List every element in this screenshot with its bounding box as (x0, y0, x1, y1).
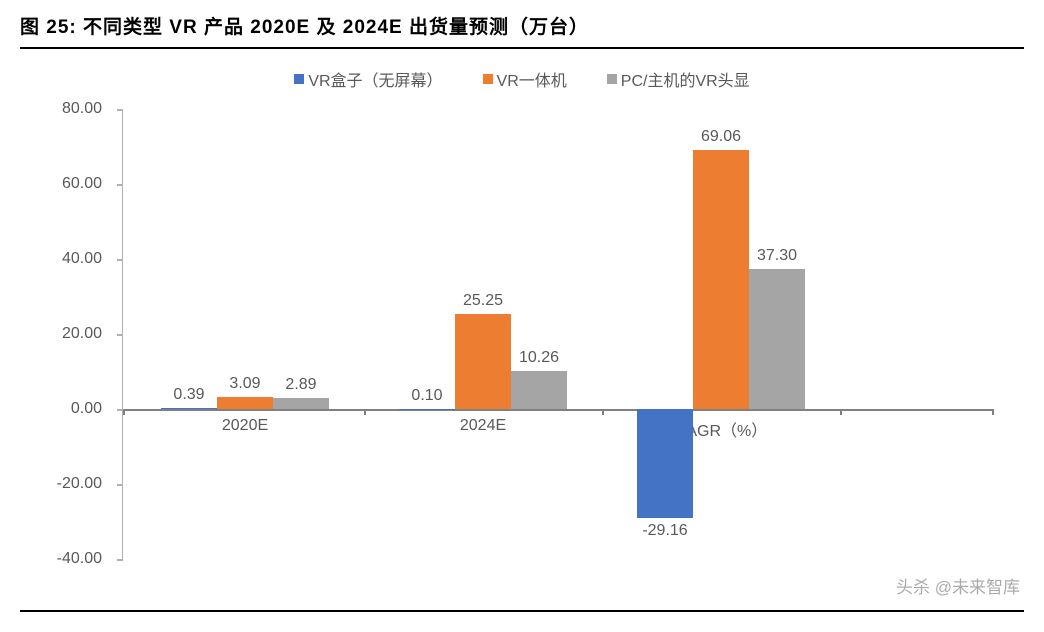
x-tick (840, 409, 842, 415)
bar-value-label: 25.25 (463, 292, 503, 310)
y-tick-label: -20.00 (57, 475, 102, 493)
y-tick-label: 20.00 (62, 325, 102, 343)
zero-axis-line (123, 409, 992, 411)
y-tick (117, 559, 123, 561)
figure-title: 图 25: 不同类型 VR 产品 2020E 及 2024E 出货量预测（万台） (20, 12, 1024, 49)
bar (399, 409, 455, 410)
x-tick (602, 409, 604, 415)
x-tick (364, 409, 366, 415)
bar (455, 314, 511, 409)
y-tick (117, 484, 123, 486)
bar-value-label: 0.10 (411, 387, 442, 405)
bar-value-label: 10.26 (519, 349, 559, 367)
y-tick-label: -40.00 (57, 550, 102, 568)
legend-swatch-icon (294, 74, 304, 84)
legend-label: VR一体机 (497, 67, 567, 91)
bar (749, 269, 805, 409)
x-tick (123, 409, 125, 415)
x-category-label: 2024E (460, 417, 506, 435)
bar (161, 408, 217, 409)
bottom-rule (20, 610, 1024, 612)
bar-value-label: 2.89 (285, 376, 316, 394)
x-tick (992, 409, 994, 415)
y-tick (117, 109, 123, 111)
legend-label: VR盒子（无屏幕） (308, 67, 442, 91)
chart-area: -40.00 -20.00 0.00 20.00 40.00 60.00 80.00 202… (30, 99, 1010, 579)
bar (693, 150, 749, 409)
bar (637, 409, 693, 518)
x-category-label: 2020E (222, 417, 268, 435)
legend-swatch-icon (483, 74, 493, 84)
y-tick (117, 259, 123, 261)
plot-area: 2020E0.393.092.892024E0.1025.2510.26CAGR… (122, 109, 992, 559)
y-tick-label: 80.00 (62, 100, 102, 118)
y-tick (117, 334, 123, 336)
y-axis: -40.00 -20.00 0.00 20.00 40.00 60.00 80.00 (30, 99, 110, 579)
legend-item: PC/主机的VR头显 (607, 67, 750, 91)
watermark: 头杀 @未来智库 (896, 573, 1020, 598)
legend-item: VR一体机 (483, 67, 567, 91)
bar-value-label: 69.06 (701, 128, 741, 146)
bar-value-label: 3.09 (229, 375, 260, 393)
bar-value-label: 0.39 (173, 386, 204, 404)
legend-swatch-icon (607, 74, 617, 84)
bar (511, 371, 567, 409)
y-tick-label: 0.00 (71, 400, 102, 418)
legend: VR盒子（无屏幕） VR一体机 PC/主机的VR头显 (20, 67, 1024, 91)
bar (217, 397, 273, 409)
legend-label: PC/主机的VR头显 (621, 67, 750, 91)
bar-value-label: 37.30 (757, 247, 797, 265)
legend-item: VR盒子（无屏幕） (294, 67, 442, 91)
bar (273, 398, 329, 409)
y-tick-label: 40.00 (62, 250, 102, 268)
y-tick (117, 184, 123, 186)
y-tick-label: 60.00 (62, 175, 102, 193)
bar-value-label: -29.16 (642, 522, 687, 540)
